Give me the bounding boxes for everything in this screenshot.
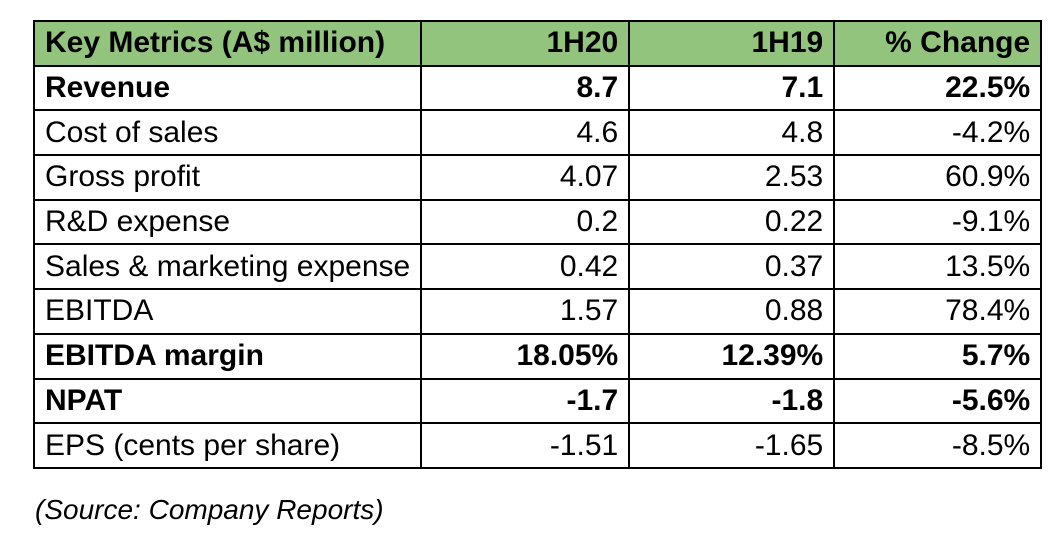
value-change: -9.1% <box>833 198 1043 246</box>
value-1h20: -1.7 <box>420 377 631 425</box>
metric-label: Gross profit <box>32 154 423 201</box>
value-change: 22.5% <box>833 64 1043 112</box>
value-1h19: 4.8 <box>628 109 836 157</box>
metric-label: Revenue <box>32 64 423 112</box>
value-1h19: -1.65 <box>628 422 836 469</box>
value-change: -5.6% <box>833 377 1043 425</box>
metric-label: Cost of sales <box>32 109 423 157</box>
source-note: (Source: Company Reports) <box>35 494 384 525</box>
value-1h20: 4.6 <box>420 109 631 157</box>
value-1h19: -1.8 <box>628 377 836 425</box>
table-row-ebitda-margin: EBITDA margin 18.05% 12.39% 5.7% <box>32 332 1043 380</box>
value-1h19: 0.22 <box>628 198 836 246</box>
metric-label: NPAT <box>32 377 423 425</box>
value-1h19: 2.53 <box>628 154 836 201</box>
value-1h20: -1.51 <box>420 422 631 469</box>
value-change: 78.4% <box>833 288 1043 335</box>
header-cell-key-metrics: Key Metrics (A$ million) <box>32 20 423 67</box>
table-row-eps: EPS (cents per share) -1.51 -1.65 -8.5% <box>32 422 1043 469</box>
key-metrics-table: Key Metrics (A$ million) 1H20 1H19 % Cha… <box>32 20 1043 469</box>
value-1h19: 0.88 <box>628 288 836 335</box>
table-row-ebitda: EBITDA 1.57 0.88 78.4% <box>32 288 1043 335</box>
value-1h20: 0.42 <box>420 243 631 291</box>
table-row-npat: NPAT -1.7 -1.8 -5.6% <box>32 377 1043 425</box>
value-1h20: 0.2 <box>420 198 631 246</box>
metric-label: EBITDA <box>32 288 423 335</box>
value-change: 60.9% <box>833 154 1043 201</box>
table-row-rnd-expense: R&D expense 0.2 0.22 -9.1% <box>32 198 1043 246</box>
header-cell-1h19: 1H19 <box>628 20 836 67</box>
metric-label: Sales & marketing expense <box>32 243 423 291</box>
metric-label: R&D expense <box>32 198 423 246</box>
value-1h20: 1.57 <box>420 288 631 335</box>
value-1h20: 8.7 <box>420 64 631 112</box>
metric-label: EPS (cents per share) <box>32 422 423 469</box>
table-header-row: Key Metrics (A$ million) 1H20 1H19 % Cha… <box>32 20 1043 67</box>
table-row-gross-profit: Gross profit 4.07 2.53 60.9% <box>32 154 1043 201</box>
table-row-revenue: Revenue 8.7 7.1 22.5% <box>32 64 1043 112</box>
header-cell-1h20: 1H20 <box>420 20 631 67</box>
value-change: -8.5% <box>833 422 1043 469</box>
value-change: 5.7% <box>833 332 1043 380</box>
metric-label: EBITDA margin <box>32 332 423 380</box>
value-change: 13.5% <box>833 243 1043 291</box>
table-row-cost-of-sales: Cost of sales 4.6 4.8 -4.2% <box>32 109 1043 157</box>
header-cell-percent-change: % Change <box>833 20 1043 67</box>
value-1h20: 18.05% <box>420 332 631 380</box>
value-1h19: 0.37 <box>628 243 836 291</box>
value-1h19: 12.39% <box>628 332 836 380</box>
value-change: -4.2% <box>833 109 1043 157</box>
table-row-sales-marketing-expense: Sales & marketing expense 0.42 0.37 13.5… <box>32 243 1043 291</box>
value-1h20: 4.07 <box>420 154 631 201</box>
value-1h19: 7.1 <box>628 64 836 112</box>
